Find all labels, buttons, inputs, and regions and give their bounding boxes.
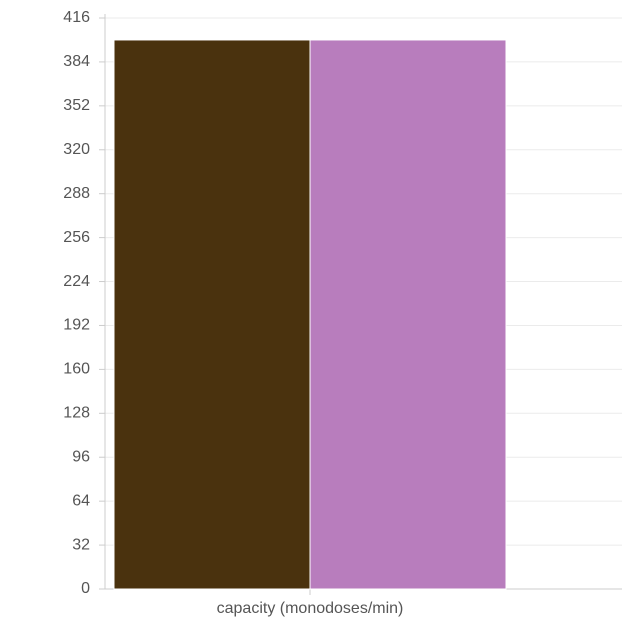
y-tick-label: 128: [63, 405, 90, 422]
y-tick-label: 256: [63, 229, 90, 246]
y-tick-label: 320: [63, 141, 90, 158]
y-tick-label: 64: [72, 492, 90, 509]
y-tick-label: 96: [72, 448, 90, 465]
x-tick-label: capacity (monodoses/min): [217, 600, 404, 617]
y-tick-label: 224: [63, 273, 90, 290]
y-tick-label: 288: [63, 185, 90, 202]
y-tick-label: 32: [72, 536, 90, 553]
y-tick-label: 416: [63, 9, 90, 26]
y-tick-label: 192: [63, 317, 90, 334]
bar: [113, 39, 311, 590]
bar: [309, 39, 507, 590]
y-tick-label: 384: [63, 53, 90, 70]
y-tick-label: 160: [63, 361, 90, 378]
y-tick-label: 352: [63, 97, 90, 114]
y-tick-label: 0: [81, 580, 90, 597]
